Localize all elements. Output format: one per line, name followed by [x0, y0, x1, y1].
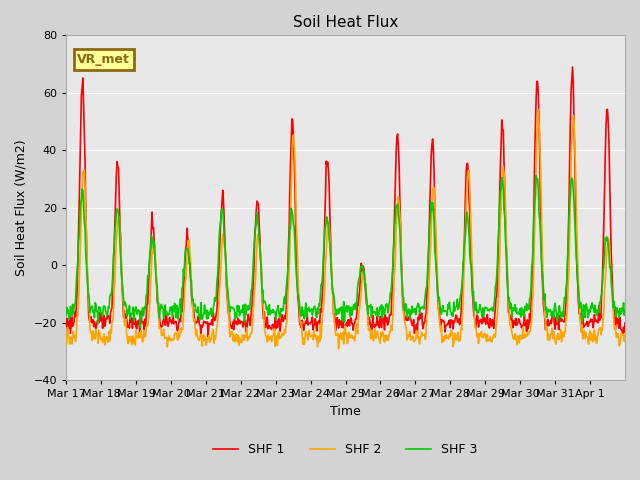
SHF 3	[231, 316, 239, 322]
SHF 2	[435, 316, 443, 322]
SHF 1	[204, 334, 212, 340]
SHF 2	[62, 344, 70, 350]
SHF 1	[231, 321, 239, 327]
SHF 2	[280, 332, 287, 338]
SHF 1	[621, 320, 629, 326]
SHF 2	[259, 295, 266, 300]
SHF 3	[136, 325, 144, 331]
SHF 1	[404, 317, 412, 323]
SHF 3	[128, 311, 136, 317]
SHF 2	[335, 346, 342, 352]
Y-axis label: Soil Heat Flux (W/m2): Soil Heat Flux (W/m2)	[15, 140, 28, 276]
SHF 3	[404, 310, 412, 316]
Title: Soil Heat Flux: Soil Heat Flux	[293, 15, 398, 30]
SHF 2	[404, 334, 412, 340]
Line: SHF 1: SHF 1	[66, 67, 625, 337]
Legend: SHF 1, SHF 2, SHF 3: SHF 1, SHF 2, SHF 3	[209, 438, 483, 461]
SHF 1	[62, 324, 70, 330]
SHF 3	[621, 307, 629, 313]
X-axis label: Time: Time	[330, 405, 361, 418]
SHF 3	[435, 294, 443, 300]
SHF 1	[280, 315, 288, 321]
SHF 1	[128, 315, 136, 321]
SHF 2	[128, 342, 136, 348]
SHF 3	[62, 312, 70, 318]
SHF 3	[259, 287, 267, 293]
SHF 2	[621, 332, 629, 337]
Line: SHF 3: SHF 3	[66, 175, 625, 328]
SHF 3	[280, 296, 288, 302]
Line: SHF 2: SHF 2	[66, 109, 625, 349]
Text: VR_met: VR_met	[77, 53, 130, 66]
SHF 3	[532, 172, 540, 178]
SHF 1	[569, 64, 577, 70]
SHF 1	[259, 308, 267, 314]
SHF 2	[534, 107, 542, 112]
SHF 1	[435, 304, 443, 310]
SHF 2	[230, 339, 238, 345]
